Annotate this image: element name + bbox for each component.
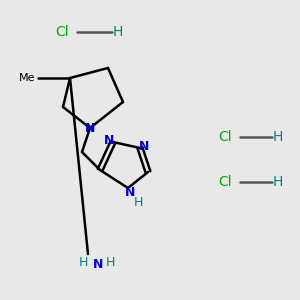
Text: H: H: [273, 130, 283, 144]
Text: H: H: [105, 256, 115, 268]
Text: N: N: [85, 122, 95, 134]
Text: H: H: [133, 196, 143, 208]
Text: N: N: [104, 134, 114, 146]
Text: H: H: [273, 175, 283, 189]
Text: N: N: [125, 185, 135, 199]
Text: Cl: Cl: [55, 25, 69, 39]
Text: N: N: [139, 140, 149, 152]
Text: Cl: Cl: [218, 130, 232, 144]
Text: H: H: [113, 25, 123, 39]
Text: Cl: Cl: [218, 175, 232, 189]
Text: N: N: [93, 259, 103, 272]
Text: H: H: [78, 256, 88, 268]
Text: Me: Me: [19, 73, 35, 83]
